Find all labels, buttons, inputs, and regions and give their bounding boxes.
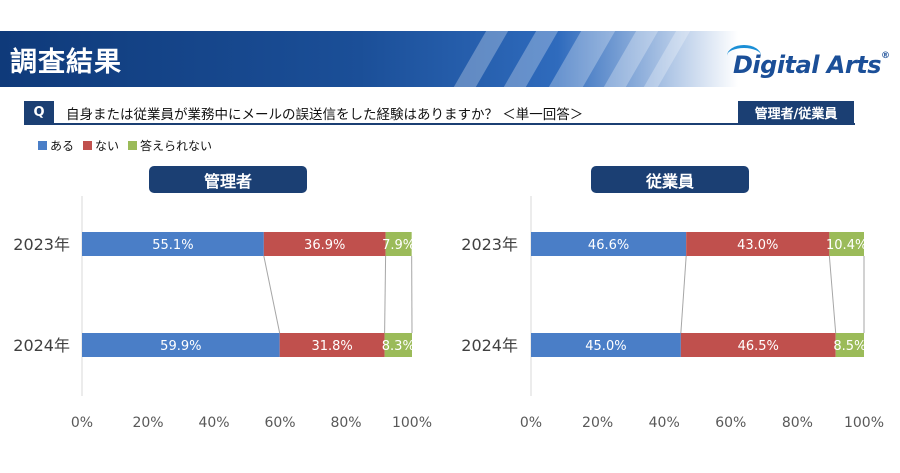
bar-employees-1-0	[686, 232, 830, 256]
legend-swatch	[83, 141, 93, 150]
category-label: 2023年	[13, 235, 70, 254]
series-connector-line	[384, 255, 387, 334]
data-label: 31.8%	[311, 339, 352, 354]
logo-swoosh-icon	[727, 45, 761, 66]
data-label: 7.9%	[382, 238, 415, 253]
bar-managers-2-0	[385, 232, 412, 256]
x-tick-label: 60%	[715, 415, 746, 431]
data-label: 46.6%	[588, 238, 629, 253]
bar-employees-0-1	[531, 333, 681, 357]
bar-employees-1-1	[680, 333, 836, 357]
question-divider	[24, 123, 855, 125]
category-label: 2024年	[13, 336, 70, 355]
question-marker: Q	[24, 101, 54, 123]
bar-managers-1-1	[279, 333, 385, 357]
bar-employees-2-0	[829, 232, 864, 256]
category-label: 2023年	[461, 235, 518, 254]
legend-item-no: ない	[83, 137, 119, 154]
data-label: 10.4%	[826, 238, 867, 253]
x-tick-label: 0%	[520, 415, 542, 431]
panel-title-employees: 従業員	[591, 166, 749, 193]
legend-item-yes: ある	[38, 137, 74, 154]
data-label: 43.0%	[737, 238, 778, 253]
bar-managers-0-1	[82, 333, 280, 357]
category-label: 2024年	[461, 336, 518, 355]
series-connector-line	[680, 255, 687, 334]
x-tick-label: 80%	[330, 415, 361, 431]
x-tick-label: 20%	[582, 415, 613, 431]
series-connector-line	[828, 255, 837, 334]
data-label: 36.9%	[304, 238, 345, 253]
x-tick-label: 80%	[782, 415, 813, 431]
data-label: 59.9%	[160, 339, 201, 354]
x-tick-label: 60%	[264, 415, 295, 431]
data-label: 8.5%	[833, 339, 866, 354]
data-label: 55.1%	[152, 238, 193, 253]
x-tick-label: 40%	[198, 415, 229, 431]
bar-managers-2-1	[384, 333, 412, 357]
bar-managers-0-0	[82, 232, 264, 256]
bar-managers-1-0	[263, 232, 386, 256]
data-label: 45.0%	[585, 339, 626, 354]
bar-employees-0-0	[531, 232, 687, 256]
x-tick-label: 100%	[844, 415, 884, 431]
series-connector-line	[263, 255, 281, 334]
x-tick-label: 100%	[392, 415, 432, 431]
legend-item-cannot-answer: 答えられない	[128, 137, 212, 154]
question-text: 自身または従業員が業務中にメールの誤送信をした経験はありますか？ ＜単一回答＞	[66, 107, 584, 123]
bar-employees-2-1	[835, 333, 864, 357]
panel-title-managers: 管理者	[149, 166, 307, 193]
legend-swatch	[38, 141, 47, 150]
data-label: 46.5%	[738, 339, 779, 354]
chart-legend: ある ない 答えられない	[38, 137, 221, 154]
respondents-badge: 管理者/従業員	[738, 101, 854, 123]
legend-swatch	[128, 141, 138, 150]
x-tick-label: 0%	[71, 415, 93, 431]
page-title: 調査結果	[10, 47, 122, 78]
x-tick-label: 20%	[132, 415, 163, 431]
logo: Digital Arts®	[727, 45, 890, 85]
data-label: 8.3%	[382, 339, 415, 354]
x-tick-label: 40%	[649, 415, 680, 431]
